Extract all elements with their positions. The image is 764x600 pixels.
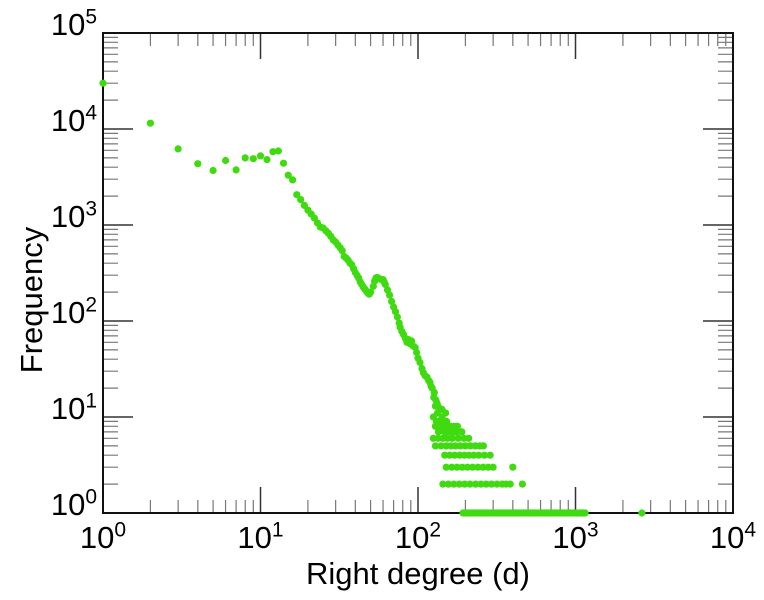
- data-point: [463, 463, 471, 471]
- y-tick-label: 102: [50, 293, 97, 330]
- data-point: [518, 480, 527, 488]
- data-point: [475, 451, 483, 459]
- data-point: [450, 480, 458, 488]
- data-point: [386, 291, 394, 299]
- scatter-points: [99, 79, 646, 517]
- data-point: [480, 451, 488, 459]
- data-point: [479, 442, 487, 450]
- data-point: [434, 428, 443, 436]
- data-point: [479, 463, 487, 471]
- data-point: [437, 422, 446, 430]
- y-axis-title: Frequency: [14, 226, 49, 374]
- data-point: [297, 196, 305, 204]
- x-tick-label: 101: [237, 518, 284, 555]
- data-point: [457, 428, 465, 436]
- y-tick-label: 104: [50, 101, 97, 138]
- x-axis-title: Right degree (d): [305, 556, 531, 591]
- data-point: [439, 480, 447, 488]
- data-point: [437, 442, 445, 450]
- data-point: [446, 451, 454, 459]
- data-point: [489, 463, 497, 471]
- data-point: [509, 463, 517, 471]
- data-point: [194, 160, 202, 168]
- y-tick-label: 100: [50, 485, 97, 522]
- data-point: [99, 79, 107, 87]
- data-point: [381, 280, 389, 289]
- data-point: [284, 171, 292, 179]
- x-tick-label: 102: [394, 518, 442, 555]
- data-point: [442, 428, 450, 436]
- data-point: [222, 156, 230, 165]
- data-point: [444, 480, 452, 488]
- data-point: [146, 119, 154, 127]
- data-point: [469, 463, 477, 471]
- data-point: [413, 348, 421, 357]
- data-point: [486, 451, 494, 459]
- data-point: [338, 247, 346, 255]
- data-point: [416, 358, 424, 367]
- data-point: [461, 442, 469, 450]
- data-point: [456, 442, 464, 450]
- data-point: [249, 155, 257, 163]
- y-tick-label: 105: [50, 5, 97, 42]
- data-point: [453, 463, 461, 471]
- data-point: [450, 422, 458, 430]
- x-tick-label: 103: [552, 518, 599, 555]
- y-tick-label: 101: [50, 389, 97, 426]
- data-point: [477, 480, 485, 488]
- data-point: [442, 463, 450, 471]
- data-point: [431, 422, 439, 430]
- data-point: [487, 480, 496, 488]
- x-tick-label: 104: [709, 518, 757, 555]
- data-point: [279, 159, 288, 167]
- data-point: [506, 480, 514, 488]
- data-point: [458, 463, 466, 471]
- data-point: [367, 288, 375, 296]
- data-point: [274, 147, 282, 155]
- data-point: [454, 434, 462, 442]
- data-point: [241, 154, 249, 162]
- plot-border: [102, 32, 734, 514]
- data-point: [263, 156, 271, 164]
- data-point: [451, 451, 459, 459]
- data-point: [465, 434, 473, 442]
- y-tick-label: 103: [50, 197, 97, 234]
- data-point: [455, 480, 463, 488]
- data-point: [482, 480, 490, 488]
- data-point: [493, 480, 501, 488]
- data-point: [638, 509, 646, 517]
- data-point: [430, 388, 438, 397]
- data-point: [474, 463, 482, 471]
- data-point: [388, 297, 396, 305]
- data-point: [393, 313, 401, 321]
- data-point: [256, 152, 265, 160]
- data-point: [445, 422, 453, 430]
- data-point: [448, 434, 456, 442]
- data-point: [289, 176, 297, 184]
- data-point: [174, 145, 182, 153]
- x-tick-label: 100: [79, 518, 127, 555]
- data-point: [209, 166, 217, 175]
- data-point: [448, 463, 456, 471]
- data-point: [293, 191, 301, 199]
- data-point: [232, 166, 240, 174]
- axis-ticks: [102, 32, 734, 514]
- data-point: [431, 442, 439, 450]
- data-point: [461, 480, 469, 488]
- data-point: [269, 148, 277, 156]
- data-point: [466, 480, 474, 488]
- data-point: [581, 509, 589, 517]
- data-point: [472, 480, 480, 488]
